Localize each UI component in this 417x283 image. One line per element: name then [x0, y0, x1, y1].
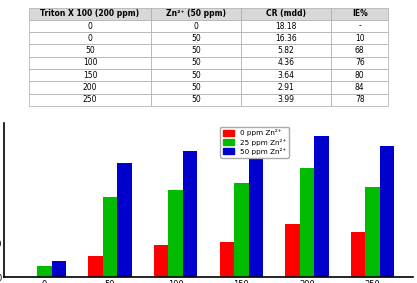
- Bar: [88, 256, 103, 277]
- Bar: [37, 265, 52, 277]
- Bar: [220, 242, 234, 277]
- Bar: [168, 190, 183, 277]
- Legend: 0 ppm Zn²⁺, 25 ppm Zn²⁺, 50 ppm Zn²⁺: 0 ppm Zn²⁺, 25 ppm Zn²⁺, 50 ppm Zn²⁺: [220, 127, 289, 158]
- Bar: [314, 136, 329, 277]
- Bar: [351, 232, 365, 277]
- Bar: [365, 187, 380, 277]
- Bar: [300, 168, 314, 277]
- Bar: [183, 151, 197, 277]
- Bar: [52, 261, 66, 277]
- Bar: [234, 183, 249, 277]
- Bar: [249, 143, 263, 277]
- Bar: [285, 224, 300, 277]
- Bar: [103, 197, 117, 277]
- Bar: [117, 163, 132, 277]
- Bar: [380, 146, 394, 277]
- Bar: [154, 245, 168, 277]
